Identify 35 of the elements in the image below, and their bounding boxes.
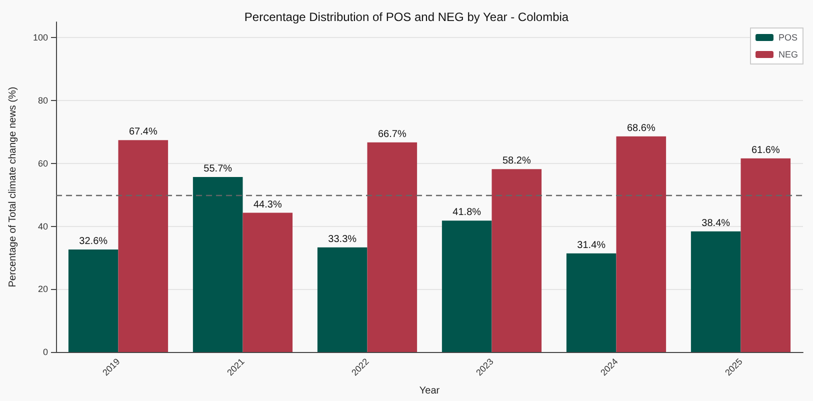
legend-label: NEG — [778, 50, 798, 60]
y-tick-label: 80 — [38, 96, 48, 106]
y-axis-title: Percentage of Total climate change news (%) — [8, 86, 18, 288]
y-tick-label: 20 — [38, 284, 48, 294]
x-axis-title: Year — [419, 386, 440, 396]
y-tick-label: 0 — [42, 347, 48, 357]
bar — [68, 250, 118, 352]
y-tick-label: 60 — [38, 158, 48, 168]
data-label: 61.6% — [751, 144, 780, 156]
data-label: 33.3% — [328, 234, 357, 245]
chart-title: Percentage Distribution of POS and NEG by Year - Colombia — [244, 10, 569, 24]
bar — [192, 176, 243, 352]
bar — [442, 220, 492, 352]
y-tick-label: 100 — [32, 32, 48, 43]
data-label: 41.8% — [452, 207, 482, 218]
data-label: 55.7% — [204, 163, 232, 174]
bar — [492, 169, 542, 352]
bar — [367, 142, 418, 352]
bar — [317, 247, 368, 352]
bar — [118, 140, 168, 352]
data-label: 44.3% — [253, 199, 282, 210]
data-label: 68.6% — [626, 122, 656, 134]
bar — [690, 231, 741, 352]
bar — [566, 253, 616, 352]
data-label: 58.2% — [502, 156, 531, 167]
y-tick-label: 40 — [38, 221, 48, 232]
data-label: 67.4% — [128, 126, 158, 138]
data-label: 66.7% — [378, 128, 406, 140]
data-label: 32.6% — [79, 236, 108, 248]
bar — [242, 212, 293, 352]
bar — [616, 136, 666, 352]
data-label: 31.4% — [577, 240, 606, 251]
bar — [740, 158, 791, 352]
legend-label: POS — [778, 32, 798, 42]
data-label: 38.4% — [702, 218, 730, 229]
